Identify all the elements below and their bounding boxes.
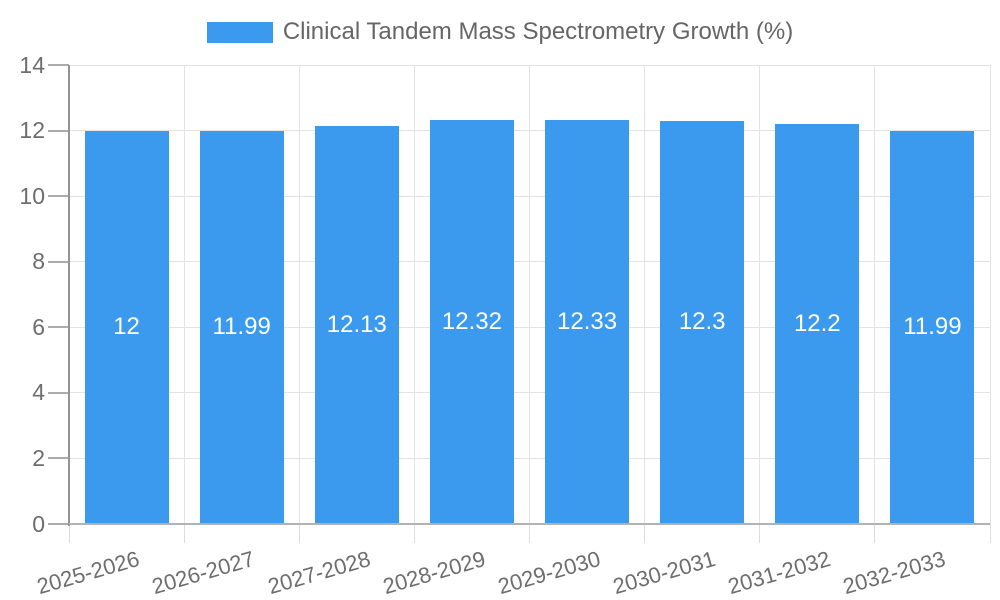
y-tick-mark <box>48 195 69 198</box>
y-axis-tick-label: 14 <box>19 51 45 78</box>
bar-value-label: 12.32 <box>441 308 502 336</box>
bar-value-label: 12.13 <box>326 311 387 339</box>
x-tick-mark <box>183 524 185 543</box>
x-axis-tick-label: 2030-2031 <box>610 546 719 600</box>
y-tick-mark <box>48 457 69 460</box>
bar-2032-2033[interactable] <box>890 130 975 523</box>
chart-legend: Clinical Tandem Mass Spectrometry Growth… <box>0 18 1000 46</box>
x-gridline <box>989 65 991 524</box>
bar-value-label: 12.33 <box>557 307 618 335</box>
y-axis-line <box>68 65 70 526</box>
bar-value-label: 11.99 <box>903 313 962 341</box>
y-axis-tick-label: 8 <box>32 248 45 275</box>
x-gridline <box>874 65 876 524</box>
bar-2025-2026[interactable] <box>84 130 169 523</box>
x-tick-mark <box>874 524 876 543</box>
x-tick-mark <box>644 524 646 543</box>
y-axis-tick-label: 0 <box>32 510 45 537</box>
y-tick-mark <box>48 129 69 132</box>
x-axis-tick-label: 2029-2030 <box>494 546 603 600</box>
x-gridline <box>529 65 530 524</box>
y-tick-mark <box>48 326 69 329</box>
x-tick-mark <box>298 524 300 543</box>
y-axis-tick-label: 10 <box>19 182 45 209</box>
y-axis-tick-label: 12 <box>19 117 45 144</box>
x-tick-mark <box>759 524 761 543</box>
x-tick-mark <box>989 524 991 543</box>
x-axis-tick-label: 2027-2028 <box>264 546 373 600</box>
y-axis-tick-label: 2 <box>32 444 45 471</box>
x-gridline <box>413 65 415 524</box>
y-tick-mark <box>48 64 69 66</box>
bar-2029-2030[interactable] <box>545 119 630 523</box>
bar-2030-2031[interactable] <box>660 120 745 523</box>
y-tick-mark <box>48 260 69 263</box>
x-axis-tick-label: 2026-2027 <box>149 546 258 600</box>
y-tick-mark <box>48 523 69 525</box>
y-axis-tick-label: 4 <box>32 379 45 406</box>
y-tick-mark <box>48 391 69 394</box>
bar-value-label: 12.2 <box>793 310 841 337</box>
x-axis-tick-label: 2031-2032 <box>725 546 834 600</box>
bar-2031-2032[interactable] <box>775 124 860 523</box>
bar-value-label: 12 <box>113 313 140 341</box>
x-gridline <box>183 65 185 524</box>
bar-value-label: 12.3 <box>678 308 726 336</box>
x-axis-tick-label: 2025-2026 <box>34 546 143 600</box>
x-tick-mark <box>529 524 530 543</box>
legend-swatch <box>206 21 273 43</box>
x-axis-tick-label: 2028-2029 <box>379 546 488 600</box>
bar-2027-2028[interactable] <box>314 126 399 523</box>
y-axis-tick-label: 6 <box>32 313 45 340</box>
x-tick-mark <box>413 524 415 543</box>
x-axis-tick-label: 2032-2033 <box>840 546 949 600</box>
bar-2026-2027[interactable] <box>199 130 284 523</box>
x-gridline <box>759 65 761 524</box>
x-gridline <box>298 65 300 524</box>
chart-title: Clinical Tandem Mass Spectrometry Growth… <box>282 18 794 45</box>
x-axis-line <box>69 523 990 525</box>
x-gridline <box>644 65 646 524</box>
bar-2028-2029[interactable] <box>429 120 514 523</box>
bar-value-label: 11.99 <box>212 313 271 341</box>
x-tick-mark <box>68 524 70 543</box>
